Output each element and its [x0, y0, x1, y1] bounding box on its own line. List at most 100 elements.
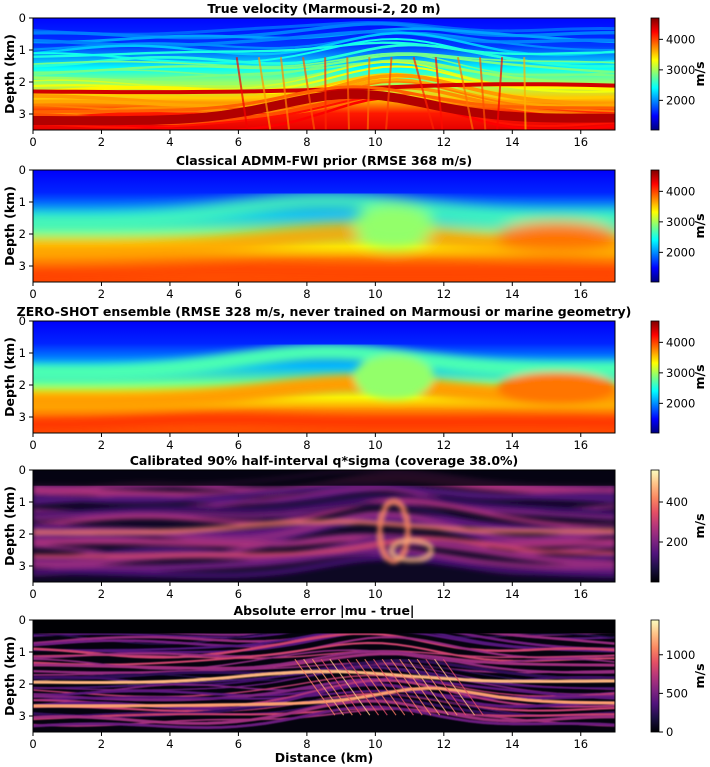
y-tick-label: 3: [19, 259, 26, 273]
colorbar-gradient: [650, 169, 660, 283]
heatmap-image: [33, 170, 615, 282]
y-tick-label: 0: [19, 314, 26, 328]
y-tick-label: 0: [19, 613, 26, 627]
colorbar-tick-label: 3000: [666, 63, 695, 77]
y-tick-label: 3: [19, 559, 26, 573]
colorbar-tick-label: 3000: [666, 366, 695, 380]
x-tick-label: 2: [98, 287, 105, 301]
x-tick-label: 14: [505, 587, 520, 601]
chart-title: True velocity (Marmousi-2, 20 m): [207, 1, 440, 16]
y-tick-label: 2: [19, 527, 26, 541]
x-tick-label: 2: [98, 438, 105, 452]
x-tick-label: 6: [235, 587, 242, 601]
chart-title: Absolute error |mu - true|: [233, 603, 414, 618]
chart-panel-2: Classical ADMM-FWI prior (RMSE 368 m/s) 0…: [2, 153, 707, 301]
x-tick-label: 14: [505, 287, 520, 301]
plot-frame: [32, 469, 616, 583]
x-tick-label: 10: [368, 135, 383, 149]
colorbar-tick-label: 4000: [666, 335, 695, 349]
chart-panel-4: Calibrated 90% half-interval q*sigma (co…: [2, 453, 707, 601]
colorbar-tick-label: 4000: [666, 184, 695, 198]
chart-title: Calibrated 90% half-interval q*sigma (co…: [130, 453, 519, 468]
x-tick-label: 6: [235, 287, 242, 301]
colorbar-label: m/s: [692, 61, 707, 86]
x-tick-label: 14: [505, 737, 520, 751]
y-axis-label: Depth (km): [2, 486, 17, 566]
colorbar-tick-label: 500: [666, 686, 688, 700]
colorbar-tick-label: 0: [666, 725, 673, 739]
y-tick-label: 0: [19, 463, 26, 477]
colorbar: 2000 3000 4000 m/s: [650, 169, 707, 283]
y-tick-label: 1: [19, 43, 26, 57]
heatmap-image: [33, 321, 615, 433]
y-tick-label: 3: [19, 107, 26, 121]
x-tick-label: 6: [235, 135, 242, 149]
colorbar-label: m/s: [692, 213, 707, 238]
heatmap-image: [33, 470, 615, 582]
x-tick-label: 12: [437, 287, 452, 301]
colorbar-tick-label: 4000: [666, 32, 695, 46]
x-tick-label: 10: [368, 438, 383, 452]
colorbar-gradient: [650, 17, 660, 131]
x-tick-label: 2: [98, 737, 105, 751]
x-tick-label: 14: [505, 438, 520, 452]
plot-frame: [32, 17, 616, 131]
y-tick-label: 0: [19, 163, 26, 177]
colorbar: 2000 3000 4000 m/s: [650, 17, 707, 131]
plot-frame: [32, 169, 616, 283]
colorbar-tick-label: 400: [666, 495, 688, 509]
x-tick-label: 16: [573, 587, 588, 601]
x-tick-label: 16: [573, 438, 588, 452]
y-tick-label: 2: [19, 75, 26, 89]
y-tick-label: 1: [19, 495, 26, 509]
colorbar-label: m/s: [692, 364, 707, 389]
y-axis-label: Depth (km): [2, 186, 17, 266]
chart-title: Classical ADMM-FWI prior (RMSE 368 m/s): [176, 153, 472, 168]
colorbar: 2000 3000 4000 m/s: [650, 320, 707, 434]
x-tick-label: 12: [437, 135, 452, 149]
colorbar-gradient: [650, 469, 660, 583]
colorbar-tick-label: 2000: [666, 93, 695, 107]
x-tick-label: 10: [368, 737, 383, 751]
x-tick-label: 8: [303, 737, 310, 751]
x-tick-label: 8: [303, 287, 310, 301]
x-axis-label: Distance (km): [275, 750, 373, 765]
y-axis-label: Depth (km): [2, 337, 17, 417]
colorbar-tick-label: 2000: [666, 396, 695, 410]
x-tick-label: 0: [29, 135, 36, 149]
colorbar-tick-label: 200: [666, 535, 688, 549]
x-tick-label: 12: [437, 587, 452, 601]
y-tick-label: 1: [19, 645, 26, 659]
x-tick-label: 8: [303, 438, 310, 452]
colorbar-tick-label: 2000: [666, 245, 695, 259]
x-tick-label: 4: [166, 737, 173, 751]
heatmap-image: [33, 18, 615, 130]
y-tick-label: 1: [19, 346, 26, 360]
chart-panel-1: True velocity (Marmousi-2, 20 m)0 2 4 6 8 10 1…: [2, 1, 707, 149]
y-tick-label: 2: [19, 378, 26, 392]
x-tick-label: 10: [368, 287, 383, 301]
x-tick-label: 0: [29, 287, 36, 301]
x-tick-label: 4: [166, 587, 173, 601]
x-tick-label: 0: [29, 737, 36, 751]
y-tick-label: 3: [19, 709, 26, 723]
x-tick-label: 4: [166, 438, 173, 452]
colorbar: 200 400 m/s: [650, 469, 707, 583]
chart-title: ZERO-SHOT ensemble (RMSE 328 m/s, never …: [17, 304, 632, 319]
colorbar-gradient: [650, 320, 660, 434]
y-tick-label: 0: [19, 11, 26, 25]
y-axis-label: Depth (km): [2, 34, 17, 114]
x-tick-label: 14: [505, 135, 520, 149]
x-tick-label: 8: [303, 135, 310, 149]
y-tick-label: 1: [19, 195, 26, 209]
x-tick-label: 6: [235, 737, 242, 751]
chart-panel-3: ZERO-SHOT ensemble (RMSE 328 m/s, never …: [2, 304, 707, 452]
colorbar-gradient: [650, 619, 660, 733]
colorbar-label: m/s: [692, 663, 707, 688]
y-axis-label: Depth (km): [2, 636, 17, 716]
x-tick-label: 0: [29, 438, 36, 452]
x-tick-label: 6: [235, 438, 242, 452]
colorbar-tick-label: 3000: [666, 215, 695, 229]
x-tick-label: 0: [29, 587, 36, 601]
